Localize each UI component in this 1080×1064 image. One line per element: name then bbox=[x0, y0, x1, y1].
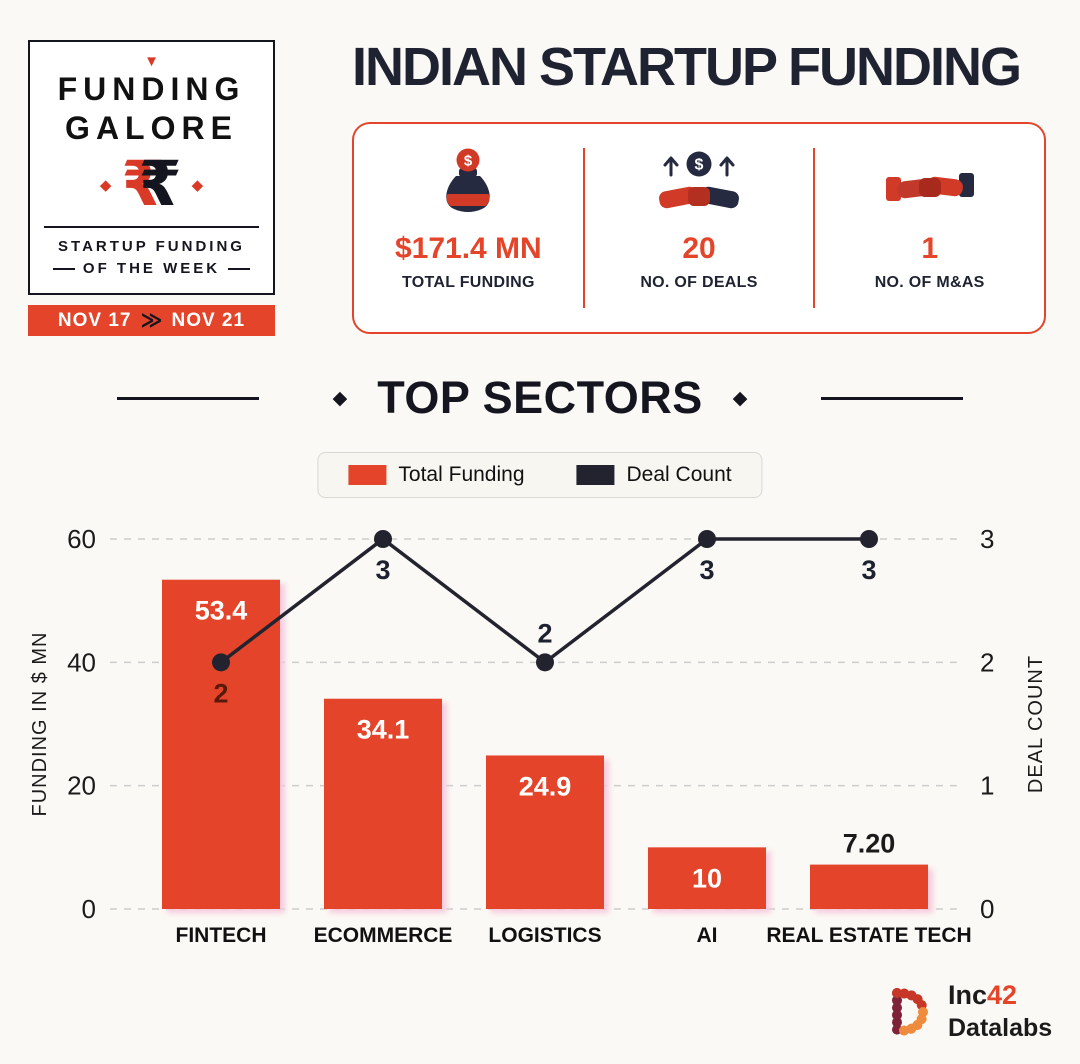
left-axis-tick: 0 bbox=[82, 894, 96, 924]
diamond-icon: ◆ bbox=[332, 387, 348, 409]
line-point bbox=[536, 653, 554, 672]
category-label: ECOMMERCE bbox=[314, 924, 453, 947]
legend-swatch-bar bbox=[348, 465, 387, 485]
deals-handshake-icon: $ bbox=[653, 146, 745, 222]
line-value-label: 3 bbox=[861, 555, 876, 585]
stat-no-of-mas: 1 NO. OF M&AS bbox=[815, 124, 1044, 332]
bar-value-label: 53.4 bbox=[195, 596, 248, 626]
decorative-line bbox=[116, 396, 259, 400]
stat-label: TOTAL FUNDING bbox=[401, 274, 535, 291]
stat-label: NO. OF M&AS bbox=[874, 274, 985, 291]
handshake-icon bbox=[884, 146, 976, 222]
badge-subtitle-line1: STARTUP FUNDING bbox=[58, 238, 245, 255]
diamond-icon: ◆ bbox=[99, 177, 112, 194]
section-header: ◆ TOP SECTORS ◆ bbox=[0, 372, 1080, 424]
category-label: LOGISTICS bbox=[488, 924, 601, 947]
legend-item-total-funding: Total Funding bbox=[348, 463, 525, 487]
legend-swatch-line bbox=[576, 465, 615, 485]
brand-sub: Datalabs bbox=[948, 1014, 1053, 1043]
funding-galore-badge: ▼ FUNDING GALORE ◆ ₹ ₹ ◆ STARTUP FUNDING… bbox=[28, 40, 275, 336]
category-label: REAL ESTATE TECH bbox=[766, 924, 971, 947]
rupee-red-icon: ₹ bbox=[121, 150, 165, 219]
line-value-label: 3 bbox=[699, 555, 714, 585]
line-point bbox=[212, 653, 230, 672]
left-axis-tick: 60 bbox=[67, 524, 96, 554]
legend-item-deal-count: Deal Count bbox=[576, 463, 732, 487]
triangle-down-icon: ▼ bbox=[144, 53, 159, 70]
stat-divider bbox=[582, 148, 585, 308]
legend-label: Total Funding bbox=[398, 463, 525, 486]
brand-text: Inc42 Datalabs bbox=[948, 980, 1052, 1043]
line-point bbox=[374, 530, 392, 548]
badge-title-line2: GALORE bbox=[65, 110, 238, 146]
header: INDIAN STARTUP FUNDING $ $171.4 MN TOTAL… bbox=[352, 36, 1052, 334]
combo-chart: 0 20 40 60 0 1 2 3 FUNDING IN $ MN DEAL COUNT 53.4… bbox=[0, 504, 1080, 964]
dash-decoration bbox=[228, 267, 251, 270]
brand-name-42: 42 bbox=[987, 980, 1018, 1010]
svg-text:$: $ bbox=[695, 157, 704, 174]
bar-value-label: 10 bbox=[692, 863, 722, 893]
badge-subtitle-line2-text: OF THE WEEK bbox=[82, 260, 221, 277]
line-point bbox=[698, 530, 716, 548]
money-bag-icon: $ bbox=[432, 146, 504, 222]
diamond-icon: ◆ bbox=[732, 387, 748, 409]
stat-no-of-deals: $ 20 NO. OF DEALS bbox=[585, 124, 814, 332]
badge-box: ▼ FUNDING GALORE ◆ ₹ ₹ ◆ STARTUP FUNDING… bbox=[28, 40, 275, 295]
date-to: NOV 21 bbox=[171, 309, 246, 331]
category-label: FINTECH bbox=[176, 924, 267, 947]
brand-name: Inc42 bbox=[948, 980, 1052, 1011]
brand-name-inc: Inc bbox=[948, 980, 988, 1010]
category-label: AI bbox=[697, 924, 718, 947]
stat-divider bbox=[813, 148, 816, 308]
legend-label: Deal Count bbox=[626, 463, 732, 486]
stat-label: NO. OF DEALS bbox=[640, 274, 758, 291]
bar-value-label: 7.20 bbox=[843, 829, 896, 859]
right-axis-tick: 2 bbox=[980, 647, 994, 677]
line-value-label: 2 bbox=[213, 678, 228, 708]
left-axis-tick: 40 bbox=[67, 647, 96, 677]
date-range-banner: NOV 17 ≫ NOV 21 bbox=[28, 305, 275, 336]
stat-value: 1 bbox=[921, 232, 939, 265]
brand-logo: Inc42 Datalabs bbox=[876, 980, 1052, 1043]
right-axis-tick: 1 bbox=[980, 771, 994, 801]
bar-logistics bbox=[486, 755, 604, 909]
line-point bbox=[860, 530, 878, 548]
left-axis-tick: 20 bbox=[67, 771, 96, 801]
right-axis-tick: 3 bbox=[980, 524, 994, 554]
stat-value: 20 bbox=[682, 232, 716, 265]
diamond-icon: ◆ bbox=[191, 177, 204, 194]
decorative-line bbox=[821, 396, 964, 400]
bar-value-label: 24.9 bbox=[519, 771, 572, 801]
right-axis-tick: 0 bbox=[980, 894, 994, 924]
dash-decoration bbox=[52, 267, 75, 270]
rupee-black-icon: ₹ bbox=[138, 150, 182, 219]
chevron-right-icon: ≫ bbox=[140, 309, 163, 332]
date-from: NOV 17 bbox=[57, 309, 132, 331]
inc42-d-mark-icon bbox=[892, 988, 928, 1037]
rupee-art: ◆ ₹ ₹ ◆ bbox=[30, 154, 273, 216]
stat-total-funding: $ $171.4 MN TOTAL FUNDING bbox=[354, 124, 583, 332]
right-axis-title: DEAL COUNT bbox=[1025, 655, 1047, 793]
summary-stats-card: $ $171.4 MN TOTAL FUNDING $ bbox=[352, 122, 1046, 334]
line-value-label: 2 bbox=[537, 618, 552, 648]
badge-title-line1: FUNDING bbox=[57, 71, 246, 107]
bar-ai bbox=[648, 847, 766, 909]
page-title: INDIAN STARTUP FUNDING bbox=[352, 37, 1022, 97]
svg-text:$: $ bbox=[464, 153, 473, 170]
left-axis-title: FUNDING IN $ MN bbox=[29, 632, 51, 817]
bar-real-estate-tech bbox=[810, 864, 928, 909]
badge-subtitle-line2: OF THE WEEK bbox=[30, 260, 273, 277]
stat-value: $171.4 MN bbox=[394, 232, 542, 265]
bar-ecommerce bbox=[324, 698, 442, 909]
bar-value-label: 34.1 bbox=[357, 715, 410, 745]
line-value-label: 3 bbox=[375, 555, 390, 585]
section-title: TOP SECTORS bbox=[377, 372, 703, 423]
chart-legend: Total Funding Deal Count bbox=[317, 452, 763, 498]
badge-divider bbox=[44, 226, 259, 228]
